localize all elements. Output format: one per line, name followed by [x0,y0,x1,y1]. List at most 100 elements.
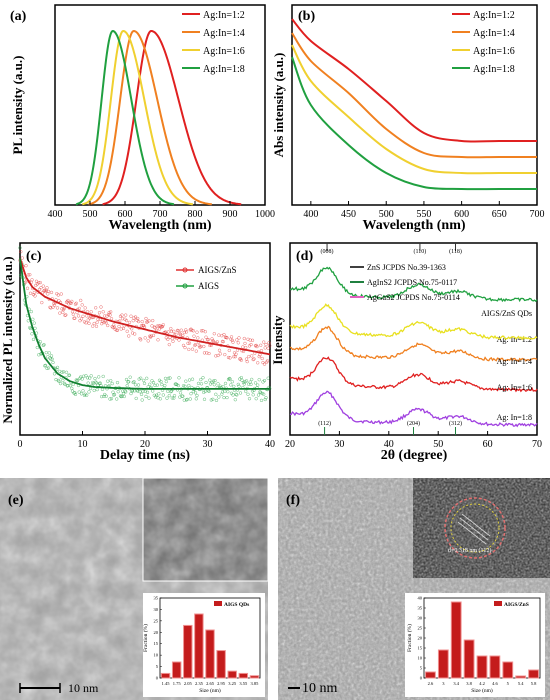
decay-point [164,379,168,384]
decay-point [262,378,267,383]
decay-point [92,388,96,393]
panel-label: (f) [286,493,300,508]
decay-point [247,382,251,386]
legend-label: Ag:In=1:6 [203,46,245,57]
decay-point [41,343,45,348]
decay-point [255,344,259,349]
y-tick-label: 0 [420,676,423,681]
decay-point [208,378,212,382]
decay-point [67,373,72,377]
decay-point [194,349,198,353]
decay-point [234,392,238,396]
xrd-pattern [289,303,538,341]
bin-label: 2.6 [428,681,434,686]
decay-point [203,330,207,334]
xrd-pattern [289,390,538,428]
panel-d: AIGS/ZnS QDs Ag: In=1:2 Ag: In=1:4 Ag: In=1… [270,242,542,463]
histogram-bar [463,639,475,679]
decay-point [142,381,147,386]
bin-label: 2.35 [195,681,204,686]
decay-point [166,337,170,341]
decay-point [183,384,187,388]
x-tick-label: 50 [433,439,443,450]
decay-point [85,393,89,397]
decay-point [111,390,115,394]
y-tick-label: 25 [418,626,423,631]
x-tick-label: 800 [188,209,203,220]
decay-point [256,361,260,365]
x-tick-label: 450 [341,209,356,220]
decay-point [148,334,152,338]
decay-point [54,377,58,382]
x-tick-label: 40 [384,439,394,450]
decay-point [144,394,148,399]
decay-point [151,318,155,323]
histogram-bar [171,661,182,679]
pattern-label: Ag: In=1:4 [497,357,532,366]
y-tick-label: 20 [418,636,423,641]
decay-point [263,346,267,350]
decay-point [93,376,97,381]
decay-point [115,397,119,401]
decay-point [244,345,248,350]
decay-point [100,394,104,399]
decay-point [165,396,169,400]
decay-point [176,329,180,333]
decay-point [184,328,188,332]
decay-point [166,376,171,380]
bin-label: 2.05 [184,681,193,686]
bin-label: 1.45 [162,681,171,686]
legend-label: AgGaS2 JCPDS No.75-0114 [367,293,460,302]
bin-label: 5 [507,681,510,686]
decay-point [124,313,128,317]
decay-point [62,381,66,386]
decay-point [58,311,62,315]
decay-point [95,387,99,392]
decay-point [81,314,85,318]
scale-bar-label: 10 nm [68,681,99,695]
decay-point [61,370,66,374]
decay-point [199,329,204,333]
decay-point [106,379,110,383]
decay-point [28,326,33,331]
decay-point [133,332,137,336]
decay-point [40,300,44,305]
decay-point [139,324,144,328]
decay-point [227,348,231,353]
decay-point [199,382,204,386]
pl-curve [75,29,175,206]
decay-point [104,394,108,398]
decay-point [139,392,144,397]
decay-point [70,386,74,391]
x-tick-label: 500 [83,209,98,220]
decay-point [193,343,197,348]
decay-point [50,357,54,361]
decay-point [191,329,195,333]
xrd-pattern [289,266,538,303]
decay-point [125,383,129,388]
decay-point [215,340,219,344]
decay-point [181,394,185,398]
decay-point [70,299,74,304]
miller-index-label: (112) [318,420,331,427]
decay-point [190,377,195,381]
decay-point [262,392,266,396]
decay-point [33,294,37,298]
bin-label: 5.4 [518,681,524,686]
decay-point [241,345,245,349]
decay-point [88,386,93,391]
decay-point [45,366,49,371]
panel-label: (c) [26,249,42,264]
y-axis-label: Abs intensity (a.u.) [271,53,286,158]
decay-point [232,384,236,389]
decay-point [44,350,48,355]
decay-point [155,383,159,387]
decay-point [242,382,246,386]
legend-label: Ag:In=1:2 [203,10,245,21]
pattern-label: Ag: In=1:8 [497,413,532,422]
histogram-legend: AIGS/ZnS [504,602,529,608]
decay-point [251,393,255,397]
decay-point [117,324,121,329]
decay-point [30,332,34,336]
bin-label: 3.85 [251,681,260,686]
